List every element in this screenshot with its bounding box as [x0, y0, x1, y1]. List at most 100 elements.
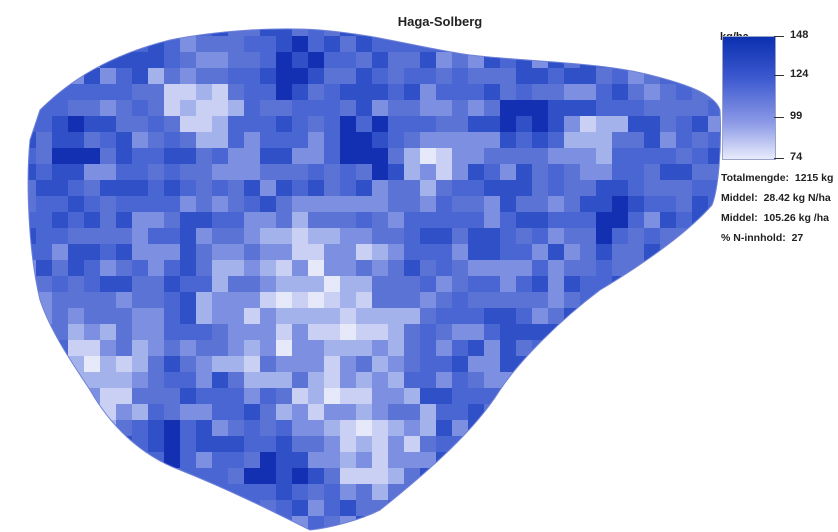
- grid-cell: [340, 260, 356, 276]
- grid-cell: [292, 132, 308, 148]
- grid-cell: [180, 116, 196, 132]
- grid-cell: [596, 148, 612, 164]
- grid-cell: [692, 68, 708, 84]
- grid-cell: [548, 180, 564, 196]
- grid-cell: [292, 436, 308, 452]
- grid-cell: [372, 516, 388, 530]
- grid-cell: [36, 324, 52, 340]
- grid-cell: [28, 500, 36, 516]
- grid-cell: [356, 116, 372, 132]
- grid-cell: [148, 244, 164, 260]
- grid-cell: [628, 244, 644, 260]
- grid-cell: [28, 436, 36, 452]
- grid-cell: [564, 436, 580, 452]
- grid-cell: [708, 116, 721, 132]
- grid-cell: [612, 68, 628, 84]
- grid-cell: [612, 180, 628, 196]
- grid-cell: [68, 340, 84, 356]
- grid-cell: [340, 52, 356, 68]
- grid-cell: [84, 100, 100, 116]
- grid-cell: [548, 372, 564, 388]
- grid-cell: [164, 516, 180, 530]
- grid-cell: [500, 436, 516, 452]
- grid-cell: [276, 68, 292, 84]
- grid-cell: [324, 68, 340, 84]
- grid-cell: [36, 52, 52, 68]
- grid-cell: [500, 244, 516, 260]
- grid-cell: [404, 388, 420, 404]
- grid-cell: [340, 324, 356, 340]
- grid-cell: [52, 164, 68, 180]
- grid-cell: [596, 84, 612, 100]
- grid-cell: [404, 468, 420, 484]
- grid-cell: [676, 500, 692, 516]
- grid-cell: [628, 324, 644, 340]
- grid-cell: [356, 84, 372, 100]
- grid-cell: [452, 84, 468, 100]
- grid-cell: [68, 404, 84, 420]
- grid-cell: [28, 372, 36, 388]
- grid-cell: [100, 340, 116, 356]
- grid-cell: [676, 148, 692, 164]
- grid-cell: [516, 116, 532, 132]
- grid-cell: [532, 484, 548, 500]
- grid-cell: [132, 388, 148, 404]
- grid-cell: [372, 100, 388, 116]
- grid-cell: [612, 356, 628, 372]
- grid-cell: [676, 68, 692, 84]
- grid-cell: [180, 260, 196, 276]
- grid-cell: [388, 356, 404, 372]
- grid-cell: [228, 260, 244, 276]
- grid-cell: [372, 228, 388, 244]
- grid-cell: [708, 276, 721, 292]
- grid-cell: [548, 404, 564, 420]
- grid-cell: [468, 292, 484, 308]
- grid-cell: [132, 212, 148, 228]
- grid-cell: [212, 420, 228, 436]
- grid-cell: [516, 68, 532, 84]
- grid-cell: [52, 116, 68, 132]
- grid-cell: [180, 212, 196, 228]
- legend-tick-label: 74: [790, 151, 803, 163]
- grid-cell: [388, 212, 404, 228]
- grid-cell: [628, 164, 644, 180]
- grid-cell: [628, 500, 644, 516]
- grid-cell: [356, 436, 372, 452]
- grid-cell: [276, 164, 292, 180]
- grid-cell: [436, 308, 452, 324]
- grid-cell: [452, 388, 468, 404]
- grid-cell: [404, 244, 420, 260]
- grid-cell: [244, 356, 260, 372]
- grid-cell: [372, 52, 388, 68]
- grid-cell: [324, 292, 340, 308]
- grid-cell: [452, 132, 468, 148]
- grid-cell: [580, 276, 596, 292]
- grid-cell: [228, 340, 244, 356]
- grid-cell: [724, 484, 740, 500]
- grid-cell: [676, 212, 692, 228]
- grid-cell: [52, 308, 68, 324]
- grid-cell: [628, 148, 644, 164]
- grid-cell: [292, 244, 308, 260]
- grid-cell: [52, 404, 68, 420]
- grid-cell: [532, 148, 548, 164]
- grid-cell: [340, 388, 356, 404]
- grid-cell: [676, 164, 692, 180]
- grid-cell: [132, 372, 148, 388]
- grid-cell: [196, 500, 212, 516]
- grid-cell: [28, 324, 36, 340]
- grid-cell: [180, 452, 196, 468]
- grid-cell: [436, 292, 452, 308]
- grid-cell: [372, 28, 388, 36]
- grid-cell: [228, 372, 244, 388]
- grid-cell: [244, 228, 260, 244]
- grid-cell: [548, 436, 564, 452]
- grid-cell: [292, 372, 308, 388]
- grid-cell: [564, 276, 580, 292]
- grid-cell: [692, 484, 708, 500]
- grid-cell: [660, 356, 676, 372]
- grid-cell: [404, 420, 420, 436]
- grid-cell: [68, 132, 84, 148]
- grid-cell: [644, 196, 660, 212]
